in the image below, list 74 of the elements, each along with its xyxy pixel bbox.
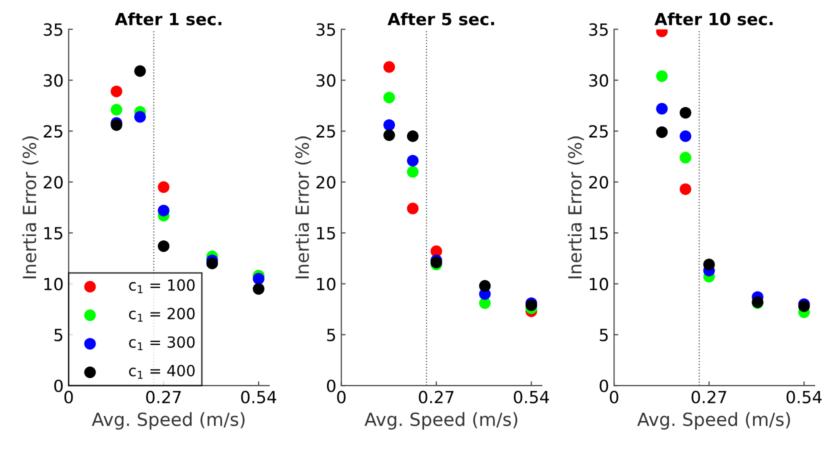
point — [703, 258, 715, 270]
y-tick-label: 0 — [600, 380, 608, 392]
y-tick-label: 30 — [589, 74, 608, 87]
y-tick-label: 25 — [44, 125, 62, 138]
legend-label: c$_{1}$ = 200 — [129, 308, 195, 322]
y-tick-label: 0 — [326, 380, 336, 392]
y-tick-label: 5 — [600, 328, 608, 342]
y-axis-title: Inertia Error (%) — [22, 136, 38, 278]
y-tick-label: 25 — [589, 125, 608, 138]
y-tick-label: 15 — [44, 227, 62, 240]
legend-label: c$_{1}$ = 400 — [129, 364, 195, 379]
y-tick-label: 15 — [317, 227, 336, 240]
point — [158, 240, 170, 252]
point — [134, 65, 146, 77]
x-tick-label: 0 — [64, 390, 73, 404]
x-tick-label: 0 — [610, 390, 618, 404]
y-tick-label: 10 — [590, 278, 608, 290]
x-tick-label: 0.54 — [786, 390, 822, 404]
y-tick-label: 35 — [44, 23, 62, 36]
x-tick-label: 0.27 — [146, 390, 181, 404]
point — [680, 183, 692, 195]
y-tick-label: 10 — [44, 278, 63, 290]
y-tick-label: 20 — [316, 176, 336, 189]
x-axis-title: Avg. Speed (m/s) — [92, 412, 245, 430]
point — [383, 61, 396, 73]
point — [383, 119, 396, 131]
y-axis-title: Inertia Error (%) — [295, 136, 312, 278]
y-axis-title: Inertia Error (%) — [568, 136, 584, 278]
x-tick-label: 0 — [337, 390, 346, 404]
point — [656, 126, 668, 138]
point — [134, 111, 146, 123]
legend-label: c$_{1}$ = 100 — [129, 279, 195, 294]
point — [656, 102, 668, 115]
y-tick-label: 30 — [316, 74, 336, 87]
y-tick-label: 30 — [44, 74, 63, 87]
point — [406, 154, 419, 166]
point — [680, 106, 692, 119]
legend-label: c$_{1}$ = 300 — [129, 336, 195, 350]
point — [383, 92, 396, 104]
y-tick-label: 25 — [316, 125, 336, 138]
y-tick-label: 5 — [54, 328, 62, 342]
y-tick-label: 0 — [54, 380, 63, 392]
x-tick-label: 0.27 — [692, 390, 726, 404]
point — [158, 181, 170, 193]
point — [383, 129, 396, 141]
x-tick-label: 0.27 — [418, 390, 454, 404]
point — [252, 272, 264, 285]
chart-title: After 10 sec. — [654, 12, 773, 26]
point — [406, 202, 419, 214]
y-tick-label: 15 — [590, 227, 608, 240]
y-tick-label: 35 — [316, 23, 336, 36]
y-tick-label: 20 — [44, 176, 63, 189]
point — [680, 152, 692, 164]
y-tick-label: 20 — [589, 176, 608, 189]
chart-title: After 1 sec. — [114, 12, 222, 26]
point — [479, 280, 491, 292]
point — [406, 130, 419, 142]
y-tick-label: 5 — [327, 328, 336, 342]
point — [110, 86, 122, 98]
point — [406, 166, 419, 178]
point — [656, 70, 668, 82]
y-tick-label: 35 — [589, 23, 608, 36]
x-axis-title: Avg. Speed (m/s) — [637, 412, 790, 430]
point — [206, 258, 218, 270]
chart-title: After 5 sec. — [388, 12, 494, 26]
y-tick-label: 10 — [317, 278, 336, 290]
x-tick-label: 0.54 — [514, 390, 549, 404]
point — [680, 130, 692, 142]
x-axis-title: Avg. Speed (m/s) — [364, 412, 518, 430]
point — [158, 204, 170, 216]
x-tick-label: 0.54 — [241, 390, 276, 404]
point — [110, 104, 122, 116]
point — [252, 283, 264, 295]
point — [798, 300, 810, 312]
